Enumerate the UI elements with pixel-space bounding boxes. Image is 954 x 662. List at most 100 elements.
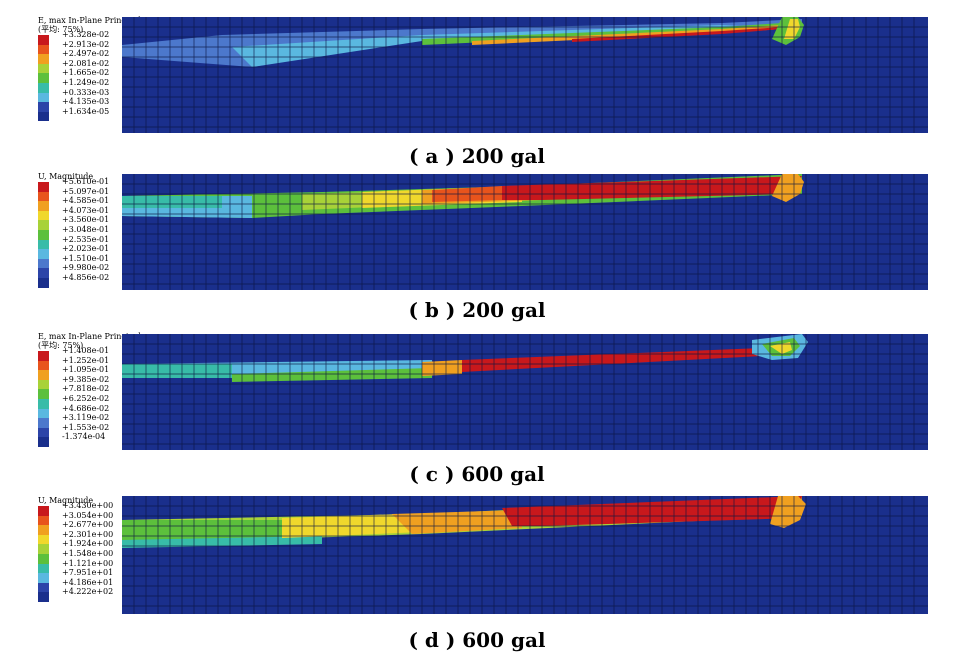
legend-row: +1.249e-02 [38,78,128,93]
legend-label: +1.408e-01 [62,346,110,355]
legend-label: +1.548e+00 [62,548,114,558]
legend-label: +3.119e-02 [62,413,110,423]
fe-mesh-contour [122,174,928,290]
legend-swatch [38,249,49,259]
legend-label: +4.222e+02 [62,587,114,597]
legend-label: +1.510e-01 [62,253,110,263]
legend-label: +3.430e+00 [62,501,114,510]
legend-row: +4.686e-02 [38,404,128,419]
legend-label: +1.252e-01 [62,355,110,365]
legend-swatch [38,102,49,112]
legend-label: +4.856e-02 [62,272,110,282]
legend-label: +1.249e-02 [62,77,110,87]
legend-row: +3.328e-02 [38,30,128,45]
fe-mesh-contour [122,496,928,614]
legend-swatch [38,563,49,574]
legend-swatch [38,351,49,361]
legend-swatch [38,82,49,93]
legend-swatch [38,360,49,371]
legend-swatch [38,229,49,240]
caption-c: ( c ) 600 gal [409,462,545,486]
legend-subtitle: (平均: 75%) [38,341,84,350]
panel-d: U, Magnitude +3.430e+00 +3.054e+00 +2.67… [0,496,954,662]
legend-label: +1.634e-05 [62,106,110,116]
legend-label: +6.252e-02 [62,393,110,403]
legend-label: +4.073e-01 [62,205,110,215]
legend-subtitle: (平均: 75%) [38,25,84,34]
legend-label: +2.677e+00 [62,520,114,530]
legend-row: +1.121e+00 [38,559,128,574]
legend-label: +2.081e-02 [62,58,110,68]
legend-label: +3.048e-01 [62,224,110,234]
legend-row: +7.818e-02 [38,384,128,399]
legend-swatch [38,582,49,593]
legend-swatch [38,44,49,55]
legend-row: +2.023e-01 [38,244,128,259]
panel-c: E, max In-Plane Principal (平均: 75%) +1.4… [0,332,954,492]
legend-title: E, max In-Plane Principal [38,332,141,341]
legend-row: +9.980e-02 [38,263,128,278]
legend-swatch [38,408,49,419]
legend-row: +3.430e+00 [38,501,128,516]
legend-row: +1.553e-02 [38,423,128,438]
legend-row: +4.222e+02 [38,587,128,602]
legend-rows: +3.328e-02 +2.913e-02 +2.497e-02 +2.081e… [38,30,128,122]
legend-c: E, max In-Plane Principal (平均: 75%) +1.4… [38,332,141,447]
legend-label: +1.095e-01 [62,365,110,375]
legend-swatch [38,111,49,122]
legend-swatch [38,35,49,45]
legend-label: +1.553e-02 [62,422,110,432]
legend-row: +3.054e+00 [38,511,128,526]
legend-d: U, Magnitude +3.430e+00 +3.054e+00 +2.67… [38,496,128,602]
legend-title: U, Magnitude [38,496,94,505]
legend-row: +9.385e-02 [38,375,128,390]
legend-rows: +1.408e-01 +1.252e-01 +1.095e-01 +9.385e… [38,346,128,447]
legend-swatch [38,258,49,269]
panel-b: U, Magnitude +5.610e-01 +5.097e-01 +4.58… [0,172,954,324]
legend-row: +2.677e+00 [38,520,128,535]
legend-row: +5.610e-01 [38,177,128,192]
legend-label: +5.610e-01 [62,177,110,186]
legend-swatch [38,573,49,583]
legend-swatch [38,182,49,192]
caption-a: ( a ) 200 gal [408,144,546,168]
legend-label: +3.054e+00 [62,510,114,520]
legend-label: +7.818e-02 [62,384,110,394]
legend-swatch [38,427,49,438]
legend-row: +2.535e-01 [38,235,128,250]
legend-swatch [38,437,49,447]
legend-swatch [38,534,49,545]
legend-swatch [38,277,49,288]
legend-row: +2.301e+00 [38,530,128,545]
legend-label: +2.535e-01 [62,234,110,244]
caption-d: ( d ) 600 gal [408,628,546,652]
legend-label: +4.186e+01 [62,577,114,587]
legend-swatch [38,63,49,74]
legend-swatch [38,220,49,230]
legend-label: +5.097e-01 [62,186,110,196]
legend-label: +0.333e-03 [62,87,110,97]
legend-label: +9.385e-02 [62,374,110,384]
legend-swatch [38,370,49,380]
legend-swatch [38,239,49,250]
legend-row: +3.048e-01 [38,225,128,240]
legend-swatch [38,544,49,554]
legend-label: +4.686e-02 [62,403,110,413]
legend-label: +2.913e-02 [62,39,110,49]
legend-row: +4.585e-01 [38,196,128,211]
legend-swatch [38,201,49,211]
legend-swatch [38,54,49,64]
legend-row: -1.374e-04 [38,432,128,447]
legend-row: +1.924e+00 [38,539,128,554]
caption-b: ( b ) 200 gal [408,298,546,322]
legend-b: U, Magnitude +5.610e-01 +5.097e-01 +4.58… [38,172,128,288]
legend-label: +1.121e+00 [62,558,114,568]
legend-swatch [38,268,49,278]
legend-label: +7.951e+01 [62,568,114,578]
legend-swatch [38,506,49,516]
fe-mesh-contour [122,334,928,450]
legend-row: +2.913e-02 [38,40,128,55]
legend-rows: +3.430e+00 +3.054e+00 +2.677e+00 +2.301e… [38,501,128,602]
legend-row: +1.665e-02 [38,68,128,83]
legend-row: +1.510e-01 [38,254,128,269]
